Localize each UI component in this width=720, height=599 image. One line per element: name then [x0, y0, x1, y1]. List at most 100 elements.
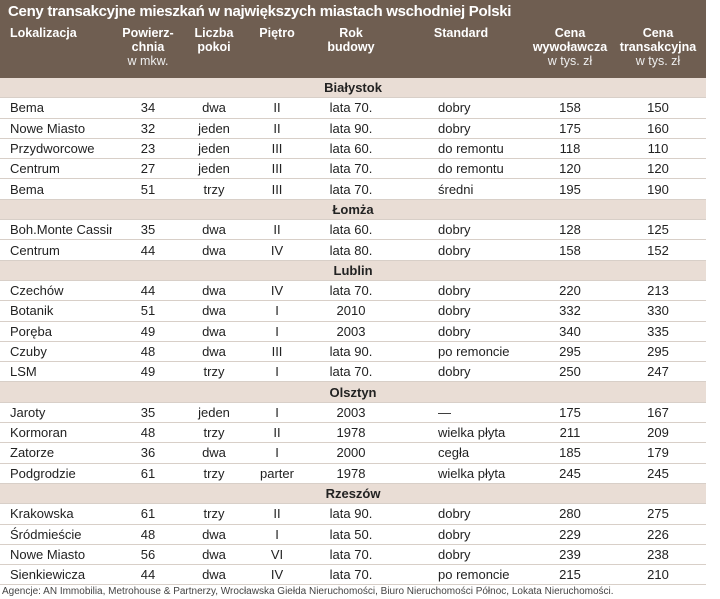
- cell: 56: [112, 544, 184, 566]
- data-row: Botanik 51 dwa I 2010 dobry 332 330: [0, 300, 707, 322]
- cell: 35: [112, 219, 184, 241]
- section-row: Lublin: [0, 260, 707, 281]
- cell: I: [244, 442, 310, 464]
- cell: Poręba: [0, 321, 112, 342]
- cell: 61: [112, 463, 184, 484]
- cell: 247: [610, 361, 707, 383]
- cell: średni: [392, 178, 530, 200]
- cell: 295: [530, 341, 610, 363]
- column-header: Lokalizacja: [0, 26, 122, 40]
- cell: Podgrodzie: [0, 463, 112, 484]
- cell: dobry: [392, 361, 530, 383]
- cell: II: [244, 97, 310, 119]
- cell: po remoncie: [392, 564, 530, 586]
- cell: dobry: [392, 524, 530, 545]
- data-row: Bema 34 dwa II lata 70. dobry 158 150: [0, 97, 707, 119]
- cell: 213: [610, 280, 707, 302]
- cell: 118: [530, 138, 610, 160]
- table: Białystok Bema 34 dwa II lata 70. dobry 158 150 N…: [0, 78, 707, 586]
- cell: Nowe Miasto: [0, 118, 112, 139]
- cell: 48: [112, 422, 184, 444]
- cell: —: [392, 402, 530, 424]
- header-line: transakcyjna: [619, 40, 697, 54]
- cell: lata 70.: [310, 564, 392, 586]
- header-line: budowy: [327, 40, 375, 54]
- cell: 34: [112, 97, 184, 119]
- cell: 229: [530, 524, 610, 545]
- cell: 250: [530, 361, 610, 383]
- cell: Zatorze: [0, 442, 112, 464]
- cell: III: [244, 178, 310, 200]
- cell: lata 60.: [310, 219, 392, 241]
- cell: jeden: [184, 402, 244, 424]
- cell: trzy: [184, 422, 244, 444]
- data-row: Boh.Monte Cassino35dwaIIlata 60.dobry128…: [0, 219, 707, 241]
- cell: Przydworcowe: [0, 138, 112, 160]
- header-line: Lokalizacja: [10, 26, 77, 40]
- cell: jeden: [184, 158, 244, 180]
- cell: I: [244, 361, 310, 383]
- cell: dwa: [184, 442, 244, 464]
- header-line: pokoi: [197, 40, 231, 54]
- cell: IV: [244, 564, 310, 586]
- header-line: Standard: [433, 26, 489, 40]
- section-row: Olsztyn: [0, 381, 707, 403]
- section-row: Rzeszów: [0, 483, 707, 505]
- cell: 238: [610, 544, 707, 566]
- cell: VI: [244, 544, 310, 566]
- cell: 49: [112, 361, 184, 383]
- cell: trzy: [184, 463, 244, 484]
- section-city: Białystok: [0, 78, 707, 99]
- header-line: Piętro: [259, 26, 295, 40]
- cell: III: [244, 158, 310, 180]
- cell: 23: [112, 138, 184, 160]
- cell: 44: [112, 280, 184, 302]
- data-row: Nowe Miasto 32 jeden II lata 90. dobry 175 160: [0, 118, 707, 139]
- cell: dwa: [184, 544, 244, 566]
- cell: trzy: [184, 361, 244, 383]
- cell: dobry: [392, 321, 530, 342]
- cell: Czuby: [0, 341, 112, 363]
- cell: lata 90.: [310, 341, 392, 363]
- cell: I: [244, 524, 310, 545]
- title: Ceny transakcyjne mieszkań w największyc…: [8, 3, 512, 20]
- cell: lata 80.: [310, 239, 392, 261]
- cell: 110: [610, 138, 707, 160]
- header: Ceny transakcyjne mieszkań w największyc…: [0, 0, 706, 78]
- cell: 48: [112, 524, 184, 545]
- cell: dwa: [184, 280, 244, 302]
- section-city: Olsztyn: [0, 381, 707, 403]
- cell: 280: [530, 503, 610, 525]
- cell: 152: [610, 239, 707, 261]
- cell: 51: [112, 300, 184, 322]
- header-line: Cena: [554, 26, 586, 40]
- cell: 175: [530, 402, 610, 424]
- cell: dwa: [184, 564, 244, 586]
- cell: dwa: [184, 300, 244, 322]
- cell: lata 70.: [310, 97, 392, 119]
- data-row: Centrum 27 jeden III lata 70. do remontu 120 12…: [0, 158, 707, 180]
- cell: 179: [610, 442, 707, 464]
- cell: II: [244, 219, 310, 241]
- cell: 195: [530, 178, 610, 200]
- cell: 226: [610, 524, 707, 545]
- header-line: Powierz-: [122, 26, 174, 40]
- cell: Czechów: [0, 280, 112, 302]
- cell: Centrum: [0, 158, 112, 180]
- cell: lata 60.: [310, 138, 392, 160]
- cell: 158: [530, 97, 610, 119]
- cell: 209: [610, 422, 707, 444]
- cell: I: [244, 402, 310, 424]
- section-row: Białystok: [0, 78, 707, 99]
- cell: 27: [112, 158, 184, 180]
- cell: trzy: [184, 503, 244, 525]
- cell: 125: [610, 219, 707, 241]
- cell: 160: [610, 118, 707, 139]
- cell: Nowe Miasto: [0, 544, 112, 566]
- data-row: Kormoran 48 trzy II 1978 wielka płyta 211 209: [0, 422, 707, 444]
- cell: lata 70.: [310, 280, 392, 302]
- cell: dwa: [184, 97, 244, 119]
- cell: Centrum: [0, 239, 112, 261]
